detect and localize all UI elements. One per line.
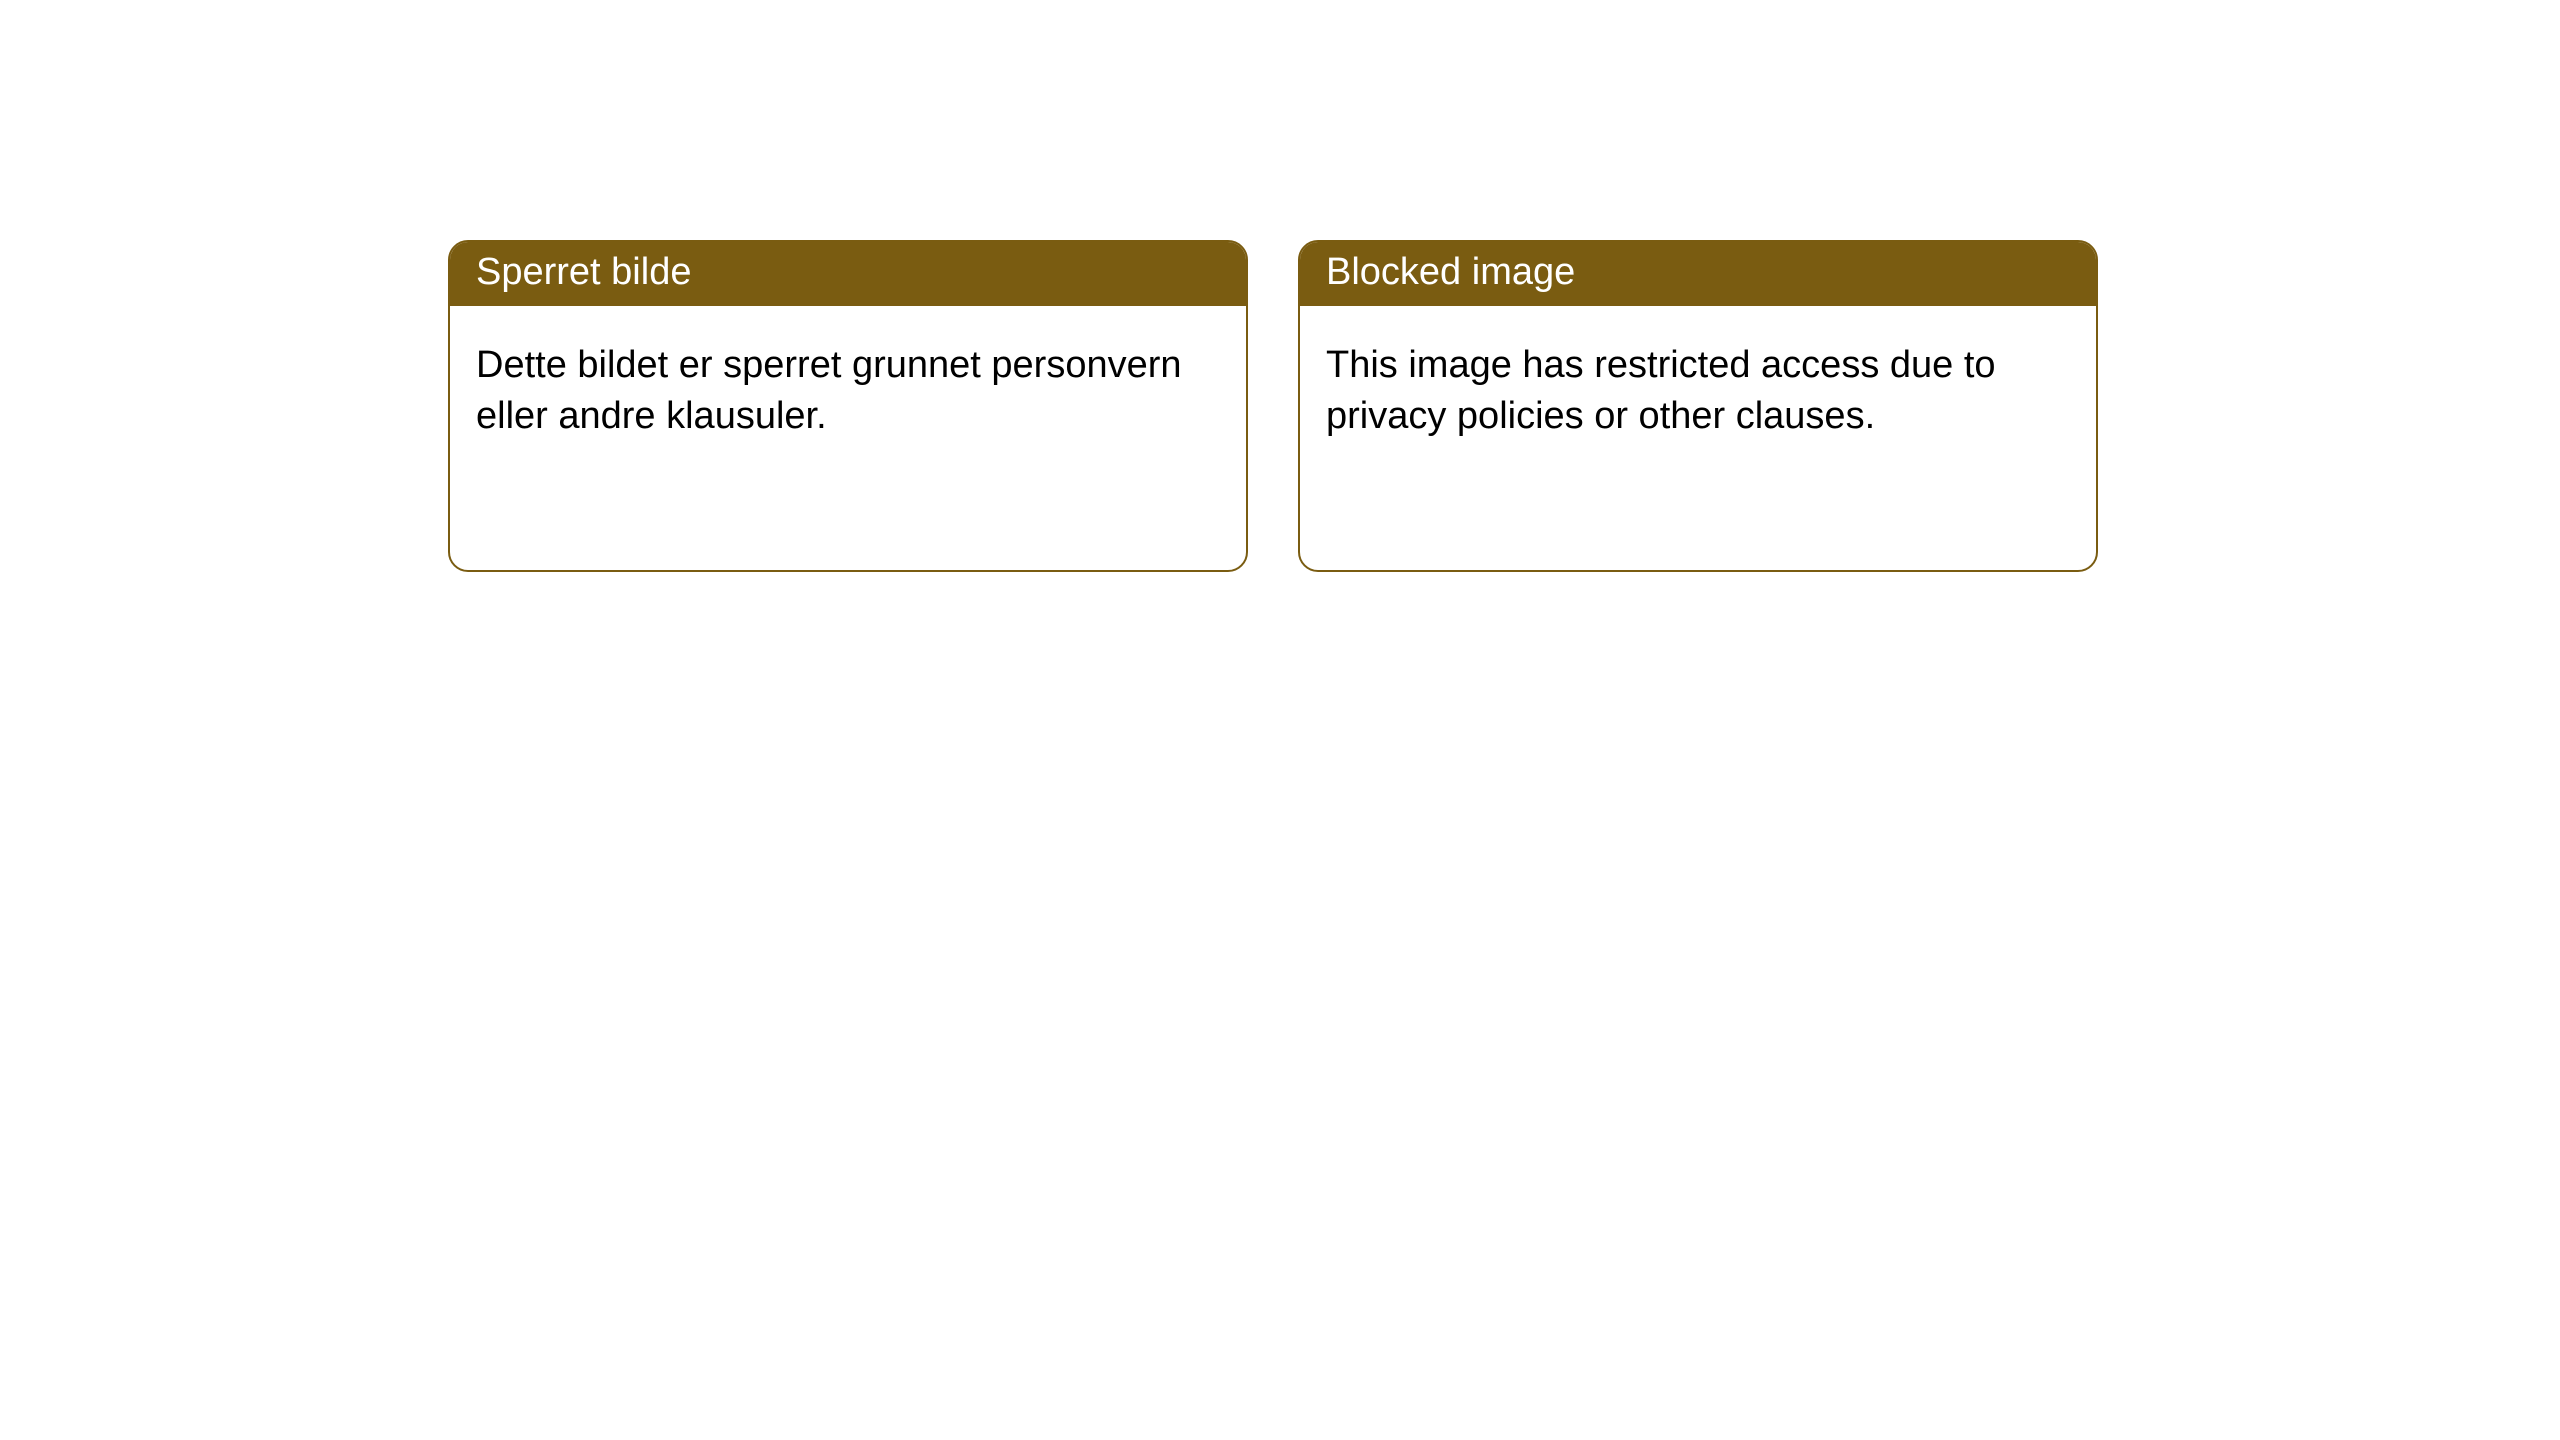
card-body-no: Dette bildet er sperret grunnet personve…: [450, 306, 1246, 469]
cards-container: Sperret bilde Dette bildet er sperret gr…: [0, 0, 2560, 572]
card-body-en: This image has restricted access due to …: [1300, 306, 2096, 469]
card-header-no: Sperret bilde: [450, 242, 1246, 306]
card-text-no: Dette bildet er sperret grunnet personve…: [476, 344, 1182, 437]
card-title-no: Sperret bilde: [476, 251, 691, 293]
card-text-en: This image has restricted access due to …: [1326, 344, 1996, 437]
blocked-image-card-en: Blocked image This image has restricted …: [1298, 240, 2098, 572]
card-header-en: Blocked image: [1300, 242, 2096, 306]
card-title-en: Blocked image: [1326, 251, 1575, 293]
blocked-image-card-no: Sperret bilde Dette bildet er sperret gr…: [448, 240, 1248, 572]
